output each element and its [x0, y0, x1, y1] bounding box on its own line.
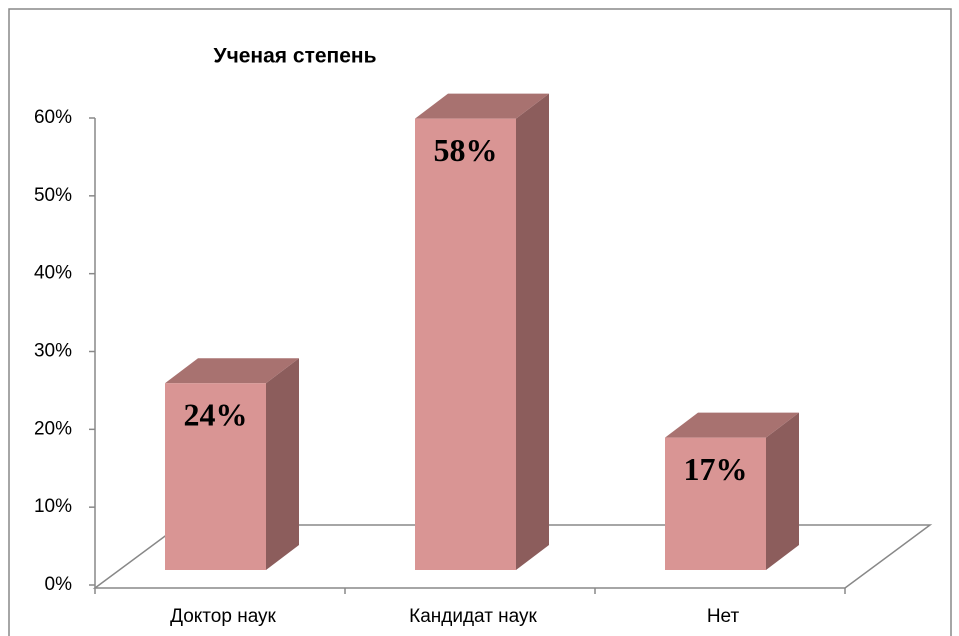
bar-side [766, 412, 799, 570]
y-tick-label: 30% [34, 341, 72, 362]
bar-top [165, 358, 299, 384]
y-tick-label: 0% [45, 574, 73, 595]
bar [165, 358, 299, 570]
bar [415, 93, 549, 571]
bar-front [165, 383, 266, 570]
y-tick-label: 60% [34, 107, 72, 128]
x-tick-label: Доктор наук [170, 606, 276, 627]
bar-side [516, 93, 549, 571]
bar-side [266, 358, 299, 570]
y-tick-label: 40% [34, 263, 72, 284]
x-tick-label: Нет [707, 606, 740, 627]
x-tick-label: Кандидат наук [409, 606, 537, 627]
bar [665, 412, 799, 570]
value-label: 17% [684, 451, 748, 487]
bar-top [665, 412, 799, 438]
chart-title: Ученая степень [214, 45, 377, 68]
value-label: 24% [184, 397, 248, 433]
value-label: 58% [434, 132, 498, 168]
bar-front [415, 118, 516, 571]
y-tick-label: 10% [34, 496, 72, 517]
y-tick-label: 50% [34, 185, 72, 206]
bar-top [415, 93, 549, 119]
bar-front [665, 437, 766, 570]
y-tick-label: 20% [34, 418, 72, 439]
